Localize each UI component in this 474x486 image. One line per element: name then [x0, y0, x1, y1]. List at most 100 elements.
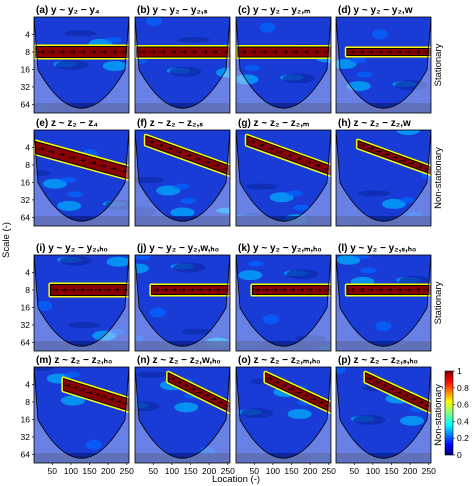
phase-arrow	[37, 50, 45, 54]
phase-arrow	[156, 143, 164, 148]
phase-arrow	[280, 383, 288, 388]
phase-arrow	[122, 402, 129, 406]
coherence-patch	[85, 439, 102, 450]
phase-arrow	[168, 377, 176, 381]
coherence-patch	[57, 200, 82, 211]
phase-arrow	[367, 146, 374, 151]
panel-title: (l) y ~ y₂ − y₂,ₛ,ₕ₀	[338, 243, 416, 254]
coherence-patch	[135, 335, 144, 342]
phase-arrow	[166, 146, 173, 151]
phase-arrow	[100, 50, 107, 54]
row-label: Stationary	[433, 43, 444, 86]
phase-arrow	[409, 397, 417, 401]
y-tick-label: 32	[21, 195, 31, 205]
phase-arrow	[395, 390, 402, 395]
coherence-patch	[349, 57, 366, 64]
x-tick-label: 200	[303, 466, 317, 476]
coherence-patch	[170, 207, 195, 218]
x-tick-label: 200	[202, 466, 216, 476]
coherence-patch	[353, 414, 386, 425]
x-tick-label: 100	[165, 466, 179, 476]
panel-title: (f) z ~ z₂ − z₂,ₛ	[137, 118, 203, 129]
phase-arrow	[209, 397, 217, 401]
coherence-patch	[64, 371, 80, 378]
panel-frame	[235, 16, 332, 114]
phase-arrow	[367, 288, 374, 292]
coherence-patch	[180, 198, 197, 205]
phase-arrow	[216, 400, 224, 405]
phase-arrow	[387, 387, 395, 391]
phase-arrow	[48, 149, 55, 154]
phase-arrow	[306, 288, 313, 292]
x-tick-label: 250	[422, 466, 436, 476]
panel-title: (p) z ~ z₂ − z₂,ₛ,ₕ₀	[338, 355, 418, 366]
coherence-patch	[156, 185, 181, 196]
coherence-patch	[398, 275, 431, 286]
coherence-patch	[240, 408, 273, 419]
panel-title: (o) z ~ z₂ − z₂,ₘ,ₕ₀	[238, 355, 321, 366]
y-tick-label: 32	[21, 82, 31, 92]
phase-arrow	[107, 397, 115, 402]
phase-arrow	[413, 50, 421, 54]
phase-arrow	[395, 288, 402, 292]
cone-of-influence-line	[135, 17, 230, 109]
panel-d: (d) y ~ y₂ − y₂,w	[335, 5, 432, 114]
x-tick-label: 100	[366, 466, 380, 476]
x-tick-label: 150	[384, 466, 398, 476]
x-tick-label: 50	[350, 466, 360, 476]
panel-f: (f) z ~ z₂ − z₂,ₛ	[134, 118, 231, 227]
coherence-patch	[216, 67, 230, 78]
phase-arrow	[104, 288, 111, 292]
phase-arrow	[138, 50, 146, 54]
phase-arrow	[71, 386, 78, 390]
phase-arrow	[314, 288, 322, 292]
panel-frame	[235, 129, 332, 227]
phase-arrow	[404, 288, 412, 292]
colorbar-tick-label: 0	[457, 450, 462, 460]
phase-arrow	[161, 288, 169, 292]
phase-arrow	[357, 50, 365, 54]
phase-arrow	[270, 50, 278, 54]
cone-of-influence-shade	[34, 17, 129, 113]
phase-arrow	[376, 50, 384, 54]
phase-arrow	[302, 50, 309, 54]
phase-arrow	[175, 150, 183, 154]
phase-arrow	[288, 288, 296, 292]
phase-arrow	[317, 400, 324, 405]
colorbar-tick-label: 0.2	[457, 433, 469, 443]
colorbar-tick-label: 0.8	[457, 383, 469, 393]
phase-arrow	[304, 160, 312, 164]
phase-arrow	[287, 387, 295, 391]
coherence-patch	[105, 199, 129, 210]
phase-arrow	[322, 50, 330, 54]
phase-arrow	[169, 50, 177, 54]
coherence-patch	[181, 328, 214, 335]
phase-arrow	[267, 146, 274, 151]
x-tick-label: 150	[284, 466, 298, 476]
cone-of-influence-line	[336, 367, 431, 459]
panel-title: (j) y ~ y₂ − y₂,w,ₕ₀	[137, 243, 219, 254]
y-tick-label: 8	[25, 160, 30, 170]
phase-arrow	[58, 50, 66, 54]
y-tick-label: 16	[21, 64, 31, 74]
phase-arrow	[383, 152, 390, 157]
coherence-patch	[293, 204, 310, 211]
coherence-patch	[60, 395, 85, 406]
panel-frame	[33, 129, 130, 227]
coherence-patch	[269, 192, 294, 203]
phase-arrow	[203, 160, 211, 164]
coherence-patch	[34, 170, 51, 177]
coherence-patch	[336, 255, 361, 265]
panel-frame	[33, 366, 130, 464]
coherence-patch	[360, 267, 377, 274]
phase-arrow	[415, 164, 423, 168]
y-tick-label: 4	[25, 142, 30, 152]
phase-arrow	[110, 166, 117, 171]
phase-arrow	[213, 288, 221, 292]
cone-of-influence-line	[135, 130, 230, 222]
phase-arrow	[376, 288, 384, 292]
coherence-patch	[149, 307, 166, 318]
phase-arrow	[312, 50, 319, 54]
phase-arrow	[324, 404, 331, 408]
coherence-patch	[42, 178, 67, 189]
